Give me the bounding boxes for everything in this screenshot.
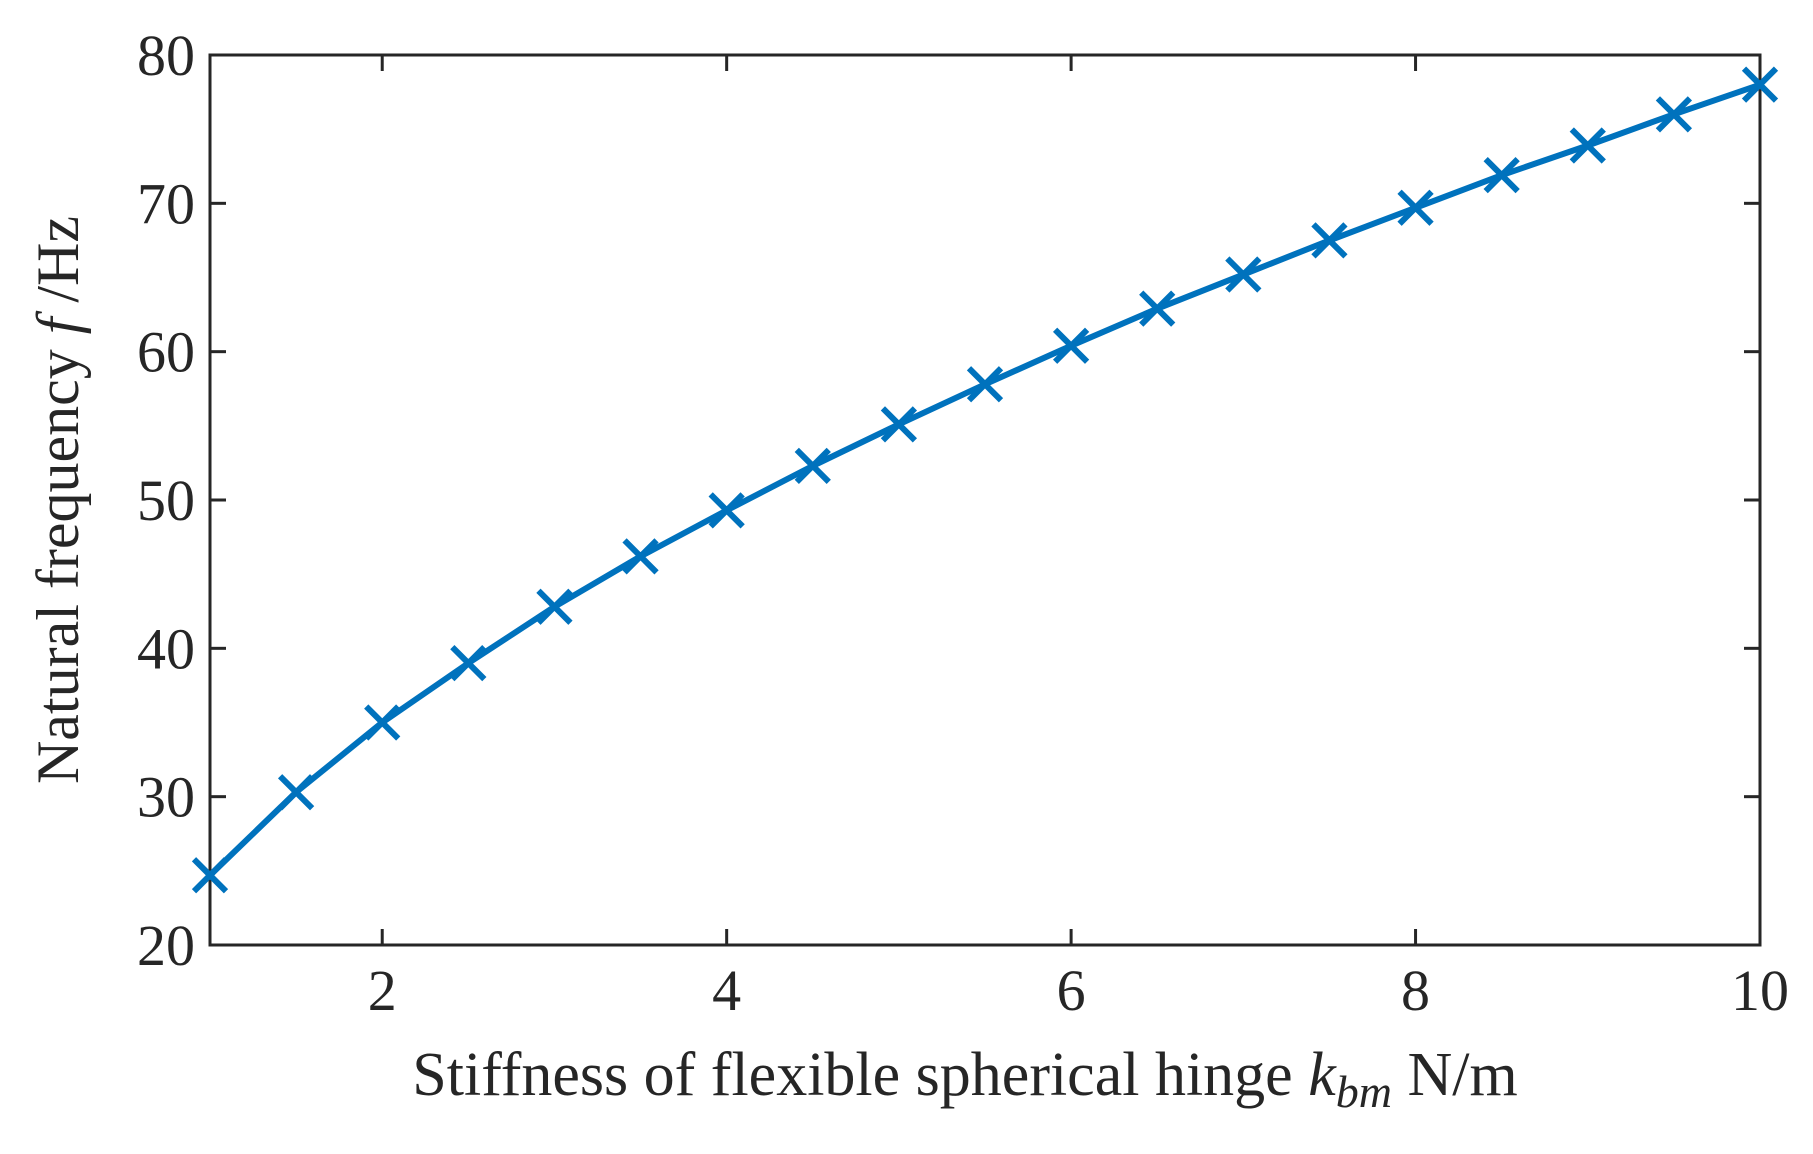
x-axis-title-symbol: k xyxy=(1308,1041,1337,1109)
x-axis-title-prefix: Stiffness of flexible spherical hinge xyxy=(412,1041,1308,1109)
series-marker xyxy=(880,406,918,443)
x-axis-title-subscript: bm xyxy=(1336,1066,1392,1117)
series-marker xyxy=(794,447,831,485)
series-marker xyxy=(1225,256,1262,293)
series-marker xyxy=(622,538,659,575)
y-tick-label: 70 xyxy=(137,171,195,236)
series-marker xyxy=(708,492,745,529)
y-tick-label: 30 xyxy=(137,765,195,830)
y-tick-label: 20 xyxy=(137,913,195,978)
series-marker xyxy=(191,857,229,894)
series-marker xyxy=(1052,327,1090,364)
axis-tick-labels: 2 4 6 8 10 20 30 40 50 60 70 80 xyxy=(137,23,1789,1023)
y-axis-title-prefix: Natural frequency xyxy=(25,334,91,784)
x-axis-title: Stiffness of flexible spherical hinge kb… xyxy=(412,1041,1517,1117)
x-tick-label: 6 xyxy=(1057,958,1086,1023)
x-tick-label: 10 xyxy=(1731,958,1789,1023)
series-marker xyxy=(1569,127,1606,164)
y-axis-title: Natural frequency f /Hz xyxy=(25,216,91,784)
series-markers xyxy=(191,66,1779,894)
series-marker xyxy=(1483,157,1520,194)
series-marker xyxy=(1311,222,1348,259)
x-tick-label: 8 xyxy=(1401,958,1430,1023)
y-tick-label: 40 xyxy=(137,616,195,681)
x-axis-title-suffix: N/m xyxy=(1392,1041,1518,1109)
series-marker xyxy=(1397,189,1434,226)
x-tick-label: 2 xyxy=(368,958,397,1023)
x-tick-label: 4 xyxy=(712,958,741,1023)
series-marker xyxy=(1139,290,1176,327)
series-marker xyxy=(364,704,401,741)
series-marker xyxy=(450,645,487,682)
series-marker xyxy=(1741,66,1779,103)
y-tick-label: 80 xyxy=(137,23,195,88)
y-tick-label: 50 xyxy=(137,468,195,533)
y-tick-label: 60 xyxy=(137,320,195,385)
series-marker xyxy=(966,366,1004,403)
series-marker xyxy=(1655,96,1693,133)
y-axis-title-suffix: /Hz xyxy=(25,216,91,318)
series-marker xyxy=(536,588,573,625)
series-marker xyxy=(277,774,315,811)
axis-ticks xyxy=(210,53,1762,947)
